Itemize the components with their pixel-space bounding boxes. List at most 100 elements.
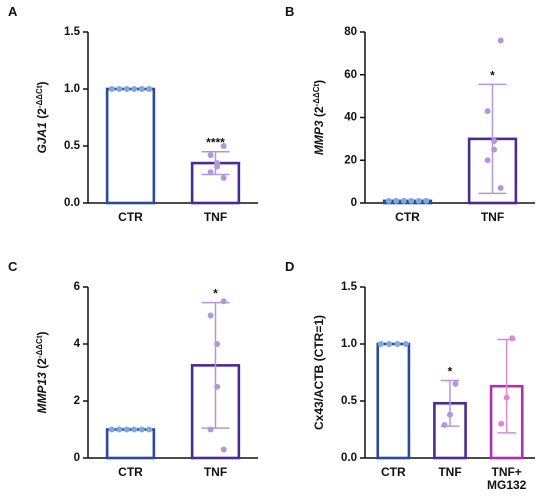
- y-tick-label: 1.5: [341, 281, 358, 293]
- y-tick-label: 4: [74, 338, 81, 350]
- y-tick-label: 1.0: [64, 83, 80, 95]
- data-point: [394, 341, 401, 347]
- data-point: [491, 138, 498, 145]
- data-point: [214, 383, 221, 390]
- significance: *: [490, 68, 495, 82]
- data-point: [484, 108, 491, 115]
- x-tick-label: CTR: [118, 465, 143, 479]
- data-point: [509, 335, 516, 342]
- y-tick-label: 80: [344, 26, 357, 38]
- y-tick-label: 0: [351, 197, 357, 209]
- panel-letter: D: [285, 259, 294, 274]
- panel-letter: B: [285, 4, 294, 19]
- data-point: [400, 197, 407, 204]
- data-point: [116, 86, 123, 92]
- y-axis-label-part: (2: [312, 106, 326, 120]
- panel: C MMP13 (2-ΔΔCt) 0 2 4 6 CTR * TNF: [8, 259, 258, 479]
- panel: A GJA1 (2-ΔΔCt) 0.0 0.5 1.0 1.5 CTR **** TNF: [8, 4, 258, 224]
- significance: *: [448, 364, 453, 378]
- data-point: [408, 197, 415, 204]
- data-point: [447, 411, 453, 418]
- y-tick-label: 2: [74, 395, 80, 407]
- data-point: [452, 380, 459, 387]
- data-point: [423, 197, 430, 204]
- data-point: [123, 426, 130, 433]
- y-axis-label-part: MMP13: [35, 372, 49, 414]
- data-point: [503, 394, 510, 401]
- data-point: [491, 146, 498, 153]
- data-point: [131, 86, 138, 92]
- data-point: [484, 157, 491, 164]
- y-tick-label: 1.5: [64, 26, 81, 38]
- data-point: [214, 341, 221, 347]
- data-point: [214, 163, 221, 170]
- data-point: [393, 197, 400, 204]
- panel-letter: A: [8, 4, 18, 19]
- data-point: [207, 426, 214, 433]
- y-axis-label-part: ): [312, 80, 326, 84]
- data-point: [497, 185, 504, 192]
- x-tick-label: CTR: [395, 210, 420, 224]
- bar: [376, 342, 411, 460]
- data-point: [146, 86, 153, 92]
- data-point: [138, 426, 145, 433]
- y-axis-label-part: ): [35, 332, 49, 336]
- data-point: [116, 426, 123, 433]
- significance: ****: [206, 136, 225, 150]
- x-tick-label: TNF: [481, 210, 504, 224]
- y-axis-label-part: (2: [35, 358, 49, 372]
- data-point: [402, 341, 409, 347]
- y-axis-label-part: Cx43/ACTB (CTR=1): [312, 315, 326, 430]
- y-axis-label-part: MMP3: [312, 120, 326, 155]
- bar: [105, 428, 156, 460]
- data-point: [207, 152, 214, 159]
- y-axis-label: MMP13 (2-ΔΔCt): [35, 332, 50, 414]
- x-tick-label: CTR: [381, 465, 406, 479]
- y-tick-label: 6: [74, 281, 80, 293]
- y-axis-label: Cx43/ACTB (CTR=1): [312, 315, 326, 430]
- x-tick-label: TNF: [438, 465, 461, 479]
- y-axis-label: MMP3 (2-ΔΔCt): [312, 80, 327, 155]
- data-point: [220, 298, 227, 305]
- bar: [382, 199, 433, 205]
- y-tick-label: 1.0: [341, 338, 357, 350]
- y-tick-label: 0.5: [64, 140, 81, 152]
- data-point: [207, 169, 214, 176]
- x-tick-label: CTR: [118, 210, 143, 224]
- y-tick-label: 0.0: [341, 452, 357, 464]
- y-axis-label: GJA1 (2-ΔΔCt): [35, 82, 50, 154]
- data-point: [220, 174, 227, 181]
- y-tick-label: 20: [344, 154, 357, 166]
- data-point: [498, 420, 505, 427]
- data-point: [386, 341, 393, 347]
- data-point: [108, 426, 115, 433]
- data-point: [131, 426, 138, 433]
- data-point: [146, 426, 153, 433]
- y-axis-label-part: (2: [35, 108, 49, 122]
- panel: D Cx43/ACTB (CTR=1) 0.0 0.5 1.0 1.5 CTR * TNF TNF…: [285, 259, 535, 492]
- data-point: [220, 143, 227, 149]
- y-axis-label-part: -ΔΔCt: [35, 85, 44, 108]
- y-axis-label-part: -ΔΔCt: [35, 335, 44, 358]
- x-tick-label: TNF: [204, 465, 227, 479]
- data-point: [207, 312, 214, 319]
- panel-letter: C: [8, 259, 18, 274]
- data-point: [138, 86, 145, 92]
- y-tick-label: 40: [344, 112, 357, 124]
- y-tick-label: 0.5: [341, 395, 358, 407]
- data-point: [441, 421, 448, 428]
- y-axis-label-part: -ΔΔCt: [312, 84, 321, 107]
- x-tick-label: TNF+ MG132: [487, 465, 527, 492]
- data-point: [385, 197, 392, 204]
- data-point: [377, 341, 384, 347]
- y-axis-label-part: GJA1: [35, 122, 49, 154]
- data-point: [108, 86, 115, 92]
- y-axis-label-part: ): [35, 82, 49, 86]
- data-point: [123, 86, 130, 92]
- bar: [105, 87, 156, 205]
- y-tick-label: 0: [74, 452, 80, 464]
- x-tick-label: TNF: [204, 210, 227, 224]
- panel: B MMP3 (2-ΔΔCt) 0 20 40 60 80 CTR * TNF: [285, 4, 535, 224]
- data-point: [497, 37, 504, 44]
